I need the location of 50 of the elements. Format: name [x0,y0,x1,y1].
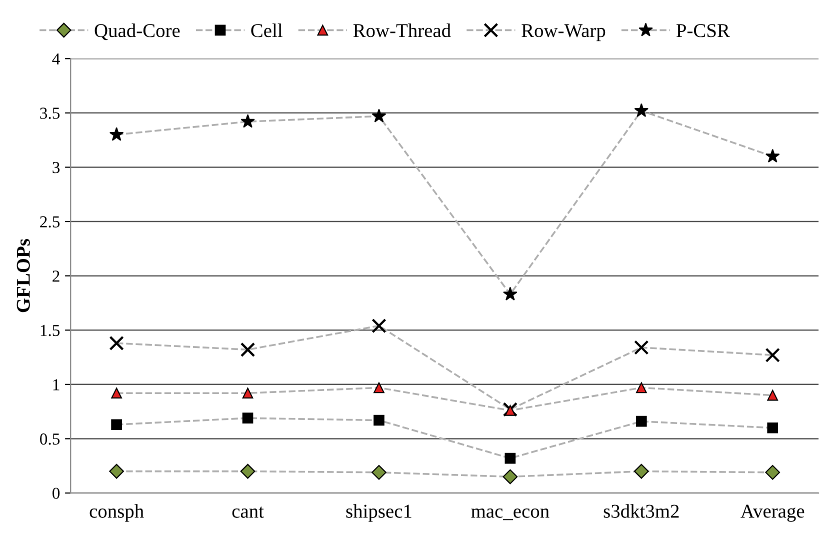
point [503,286,518,300]
point [240,342,256,358]
point [240,464,256,479]
point [109,127,124,141]
point [372,464,386,480]
point [374,414,384,426]
x-tick-label: mac_econ [471,508,550,520]
point [242,412,254,424]
point [372,318,386,334]
x-tick-label: Average [740,504,804,522]
point [109,464,124,479]
x-tick-label: cant [232,506,264,518]
point [242,388,254,399]
y-tick-label: 0.5 [40,433,60,445]
y-tick-label: 2 [52,270,60,282]
point [504,405,516,416]
point [111,419,122,430]
point [504,452,516,464]
y-tick-label: 1.5 [40,324,60,336]
y-axis-title: GFLOPs [16,239,30,312]
legend-label: P-CSR [676,24,730,38]
y-tick-label: 3.5 [40,108,60,119]
y-tick-label: 1 [53,379,60,390]
point [636,382,647,394]
point [767,422,778,434]
legend-label: Cell [251,23,282,38]
point [374,382,384,394]
point [634,103,649,117]
x-tick-label: s3dkt3m2 [604,504,679,518]
point [111,388,122,399]
y-tick-label: 2.5 [40,216,60,228]
point [109,336,124,351]
point [634,464,649,479]
legend-label: Row-Warp [522,24,606,42]
x-tick-label: shipsec1 [346,504,412,522]
point [636,416,647,427]
point [240,114,255,128]
point [502,469,518,484]
point [634,340,649,355]
point [372,108,386,122]
y-tick-label: 4 [52,53,60,64]
point [767,390,778,401]
y-tick-label: 3 [52,162,60,174]
legend-label: Quad-Core [94,23,180,40]
point [765,148,780,163]
point [765,464,780,480]
y-tick-label: 0 [52,488,60,499]
point [765,348,780,362]
x-tick-label: consph [90,504,144,522]
legend-label: Row-Thread [353,23,451,38]
